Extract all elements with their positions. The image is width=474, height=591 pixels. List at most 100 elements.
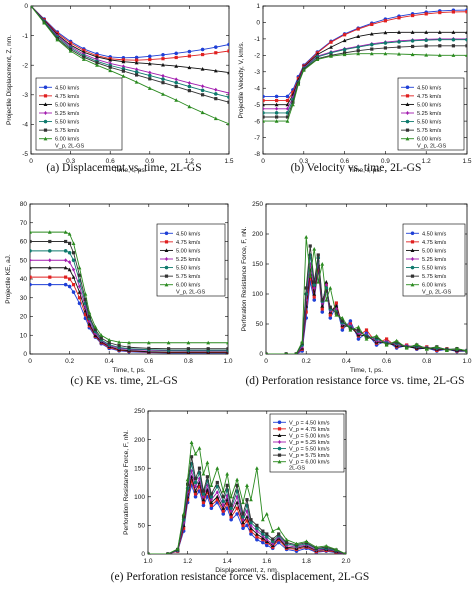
legend-label: V_p = 6.00 km/s (289, 460, 330, 466)
data-point (383, 41, 388, 45)
legend-box (402, 223, 466, 297)
data-point (213, 116, 218, 121)
data-point (107, 341, 111, 345)
legend: 4.50 km/s 4.75 km/s 5.00 km/s 5.25 km/s 5.50… (156, 223, 226, 297)
data-point (411, 44, 415, 49)
data-point (189, 479, 194, 483)
legend-label: 5.75 km/s (422, 274, 446, 280)
y-tick-label: 200 (134, 437, 145, 444)
series-line (31, 6, 229, 94)
data-point (465, 10, 467, 14)
chart-d: 0 0.2 0.4 0.6 0.8 1.0 0 50 100 150 200 250 Time, t, … (241, 201, 472, 374)
y-axis-label: Projectile KE, aJ. (5, 254, 12, 304)
data-point (147, 73, 152, 78)
data-point (127, 345, 131, 349)
legend-marker (277, 440, 282, 444)
data-point (410, 30, 415, 34)
data-point (200, 67, 205, 71)
y-tick-label: -1 (22, 33, 28, 40)
data-point (451, 10, 455, 14)
data-point (221, 489, 226, 493)
legend-marker (164, 257, 169, 261)
data-point (77, 265, 82, 270)
data-point (63, 230, 68, 234)
data-point (334, 301, 338, 305)
data-point (316, 253, 320, 257)
chart-a: 0 0.3 0.6 0.9 1.2 1.5 -5 -4 -3 -2 -1 0 Time, t, ps. P… (6, 3, 234, 174)
data-point (285, 94, 290, 99)
data-point (214, 87, 218, 92)
data-point (174, 55, 178, 60)
legend-label: 5.00 km/s (55, 102, 79, 108)
data-point (69, 41, 73, 45)
data-point (264, 534, 269, 539)
data-point (187, 65, 192, 70)
caption-d: (d) Perforation resistance force vs. tim… (245, 375, 465, 387)
data-point (370, 47, 374, 51)
data-point (175, 546, 180, 551)
data-point (328, 313, 332, 317)
data-point (320, 304, 325, 308)
legend-box (156, 223, 226, 297)
x-axis-label: Displacement, z, nm. (215, 567, 279, 574)
legend-footer: V_p, 2L-GS (417, 144, 446, 150)
data-point (71, 275, 76, 279)
y-tick-label: -5 (254, 102, 260, 109)
data-point (229, 506, 234, 511)
data-point (274, 102, 279, 107)
data-point (64, 239, 68, 244)
data-point (334, 547, 338, 552)
data-point (68, 277, 72, 281)
data-point (445, 348, 449, 352)
y-tick-label: 0 (141, 551, 145, 558)
data-point (227, 49, 229, 53)
x-axis-label: Time, t, ps. (350, 367, 383, 374)
data-point (161, 57, 165, 61)
data-point (200, 88, 205, 93)
x-tick-label: 1.2 (422, 158, 431, 165)
data-point (241, 514, 245, 519)
series-line (31, 6, 229, 98)
legend-label: 5.75 km/s (55, 128, 79, 134)
data-point (206, 340, 211, 345)
series-6-00-km-s (266, 235, 467, 354)
data-point (167, 347, 171, 351)
data-point (147, 54, 152, 59)
data-point (263, 115, 265, 119)
data-point (465, 37, 467, 42)
legend-label: 5.50 km/s (55, 120, 79, 126)
data-point (201, 494, 206, 499)
data-point (424, 30, 429, 34)
data-point (275, 98, 279, 103)
data-point (320, 307, 324, 311)
data-point (227, 95, 229, 100)
data-point (455, 346, 459, 351)
data-point (200, 47, 205, 52)
data-point (95, 54, 99, 59)
data-point (161, 77, 165, 81)
y-tick-label: 20 (20, 314, 28, 321)
y-tick-label: 150 (252, 261, 263, 268)
legend-marker (405, 111, 410, 115)
legend-marker (405, 119, 410, 124)
data-point (148, 77, 152, 81)
data-point (215, 498, 219, 502)
data-point (370, 22, 374, 27)
legend-label: V_p = 5.25 km/s (289, 440, 330, 446)
series-6-00-km-s (30, 230, 228, 345)
legend-label: 4.50 km/s (55, 85, 79, 91)
data-point (356, 34, 361, 39)
legend-marker (164, 282, 169, 287)
data-point (356, 51, 361, 56)
data-point (356, 49, 360, 53)
data-point (193, 492, 198, 496)
data-point (47, 249, 52, 253)
data-point (369, 51, 374, 56)
data-point (356, 325, 361, 329)
data-point (197, 466, 202, 470)
legend-marker (405, 85, 410, 90)
data-point (193, 480, 198, 485)
data-point (241, 523, 245, 527)
data-point (260, 517, 265, 522)
legend-marker (405, 136, 410, 141)
